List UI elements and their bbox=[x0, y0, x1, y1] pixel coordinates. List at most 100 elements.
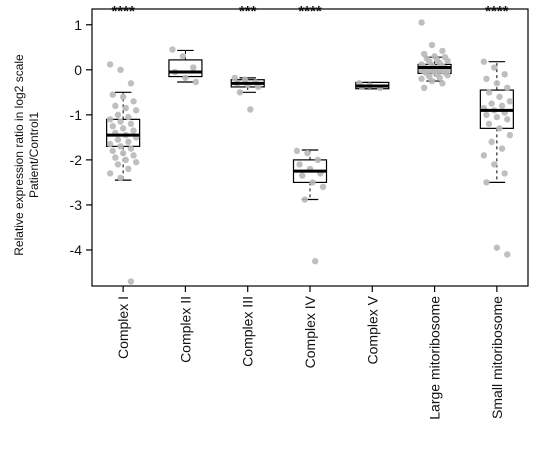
data-point-complex-iii bbox=[231, 74, 238, 82]
x-category-label-complex-i: Complex I bbox=[115, 296, 131, 359]
data-point-small-mitoribosome bbox=[491, 161, 498, 168]
significance-complex-iv: **** bbox=[298, 3, 322, 20]
x-category-label-complex-ii: Complex II bbox=[177, 296, 193, 363]
data-point-complex-i bbox=[114, 111, 122, 119]
data-point-complex-iii bbox=[247, 106, 254, 113]
data-point-complex-i bbox=[125, 138, 132, 146]
data-point-complex-i bbox=[109, 91, 116, 98]
data-point-complex-i bbox=[117, 143, 124, 150]
data-point-large-mitoribosome bbox=[436, 74, 443, 82]
data-point-small-mitoribosome bbox=[488, 138, 495, 146]
data-point-complex-ii bbox=[169, 46, 176, 53]
data-point-complex-i bbox=[106, 140, 114, 148]
data-point-complex-i bbox=[127, 145, 135, 152]
data-point-small-mitoribosome bbox=[488, 100, 495, 107]
data-point-complex-iii bbox=[241, 76, 249, 83]
x-category-label-complex-iv: Complex IV bbox=[302, 295, 318, 368]
data-point-complex-iv bbox=[319, 183, 327, 191]
data-point-complex-iv bbox=[301, 196, 308, 203]
data-point-complex-iv bbox=[309, 179, 316, 186]
data-point-complex-i bbox=[112, 102, 119, 110]
data-point-complex-ii bbox=[192, 78, 200, 86]
data-point-complex-iii bbox=[236, 89, 244, 96]
data-point-complex-i bbox=[127, 120, 135, 128]
data-point-complex-i bbox=[125, 113, 132, 121]
data-point-complex-i bbox=[127, 80, 135, 87]
data-point-large-mitoribosome bbox=[444, 72, 451, 79]
data-point-small-mitoribosome bbox=[506, 131, 514, 139]
data-point-complex-i bbox=[132, 158, 140, 166]
data-point-complex-i bbox=[106, 116, 114, 123]
plot-frame bbox=[91, 8, 529, 287]
data-point-small-mitoribosome bbox=[491, 64, 498, 71]
data-point-complex-i bbox=[114, 136, 122, 143]
data-point-complex-i bbox=[125, 165, 132, 173]
data-point-small-mitoribosome bbox=[493, 244, 501, 251]
data-point-complex-i bbox=[132, 107, 140, 114]
data-point-complex-iii bbox=[254, 83, 262, 91]
data-point-complex-ii bbox=[179, 53, 187, 60]
data-point-large-mitoribosome bbox=[428, 41, 436, 49]
data-point-complex-i bbox=[106, 61, 114, 68]
y-tick-label: 1 bbox=[74, 17, 82, 33]
data-point-complex-i bbox=[117, 118, 124, 125]
data-point-complex-i bbox=[119, 93, 127, 101]
data-point-small-mitoribosome bbox=[501, 170, 508, 177]
significance-complex-i: **** bbox=[111, 3, 135, 20]
data-point-complex-i bbox=[119, 125, 127, 132]
significance-complex-iii: *** bbox=[239, 3, 257, 20]
data-point-complex-i bbox=[117, 174, 124, 182]
data-point-complex-i bbox=[109, 122, 116, 130]
data-point-large-mitoribosome bbox=[428, 77, 436, 85]
data-point-complex-i bbox=[109, 147, 116, 155]
data-point-complex-iv bbox=[293, 147, 301, 155]
data-point-complex-iv bbox=[299, 172, 306, 179]
data-point-large-mitoribosome bbox=[444, 57, 451, 64]
data-point-small-mitoribosome bbox=[485, 120, 493, 128]
data-point-small-mitoribosome bbox=[496, 93, 503, 101]
data-point-large-mitoribosome bbox=[418, 75, 425, 83]
data-point-small-mitoribosome bbox=[501, 71, 508, 78]
data-point-small-mitoribosome bbox=[504, 251, 511, 258]
y-tick-label: -3 bbox=[70, 197, 83, 213]
data-point-small-mitoribosome bbox=[493, 113, 501, 121]
data-point-small-mitoribosome bbox=[480, 58, 488, 65]
x-category-label-complex-v: Complex V bbox=[364, 295, 380, 364]
data-point-small-mitoribosome bbox=[483, 111, 490, 119]
x-category-label-large-mitoribosome: Large mitoribosome bbox=[427, 296, 443, 420]
data-point-complex-ii bbox=[182, 74, 189, 82]
x-category-label-small-mitoribosome: Small mitoribosome bbox=[489, 296, 505, 419]
y-tick-label: -4 bbox=[70, 242, 83, 258]
data-point-complex-i bbox=[130, 152, 137, 159]
data-point-small-mitoribosome bbox=[483, 179, 490, 186]
data-point-complex-i bbox=[130, 127, 137, 134]
data-point-small-mitoribosome bbox=[496, 125, 503, 132]
data-point-large-mitoribosome bbox=[418, 19, 425, 26]
y-tick-label: -2 bbox=[70, 152, 83, 168]
significance-small-mitoribosome: **** bbox=[485, 3, 509, 20]
data-point-complex-i bbox=[114, 161, 122, 168]
data-point-large-mitoribosome bbox=[439, 47, 446, 55]
data-point-complex-iv bbox=[314, 156, 321, 164]
data-point-complex-i bbox=[112, 154, 119, 161]
data-point-large-mitoribosome bbox=[420, 84, 428, 92]
data-point-small-mitoribosome bbox=[498, 145, 506, 152]
x-category-label-complex-iii: Complex III bbox=[240, 296, 256, 367]
data-point-complex-i bbox=[106, 170, 114, 177]
data-point-small-mitoribosome bbox=[493, 80, 501, 87]
data-point-complex-i bbox=[122, 104, 129, 112]
data-point-complex-iv bbox=[296, 161, 303, 168]
data-point-complex-iv bbox=[312, 258, 319, 265]
data-point-complex-i bbox=[122, 156, 129, 164]
data-point-complex-i bbox=[119, 149, 127, 157]
data-point-small-mitoribosome bbox=[485, 89, 493, 96]
data-point-small-mitoribosome bbox=[506, 98, 514, 105]
data-point-small-mitoribosome bbox=[483, 75, 490, 83]
data-point-complex-i bbox=[117, 66, 124, 74]
data-point-large-mitoribosome bbox=[439, 80, 446, 87]
data-point-complex-i bbox=[127, 278, 135, 285]
data-point-complex-ii bbox=[190, 64, 197, 71]
y-tick-label: -1 bbox=[70, 107, 83, 123]
y-tick-label: 0 bbox=[74, 62, 82, 78]
